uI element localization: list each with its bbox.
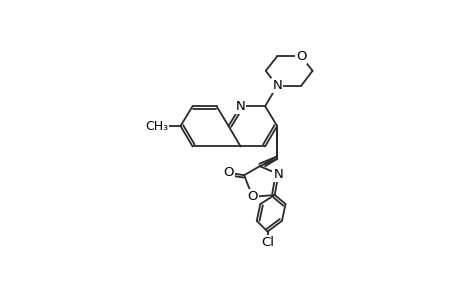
Text: O: O	[223, 166, 233, 179]
Text: O: O	[247, 190, 257, 203]
Text: Cl: Cl	[261, 236, 274, 250]
Text: O: O	[295, 50, 306, 63]
Text: N: N	[273, 167, 283, 181]
Text: CH₃: CH₃	[145, 119, 168, 133]
Text: N: N	[272, 79, 281, 92]
Text: N: N	[235, 100, 245, 113]
